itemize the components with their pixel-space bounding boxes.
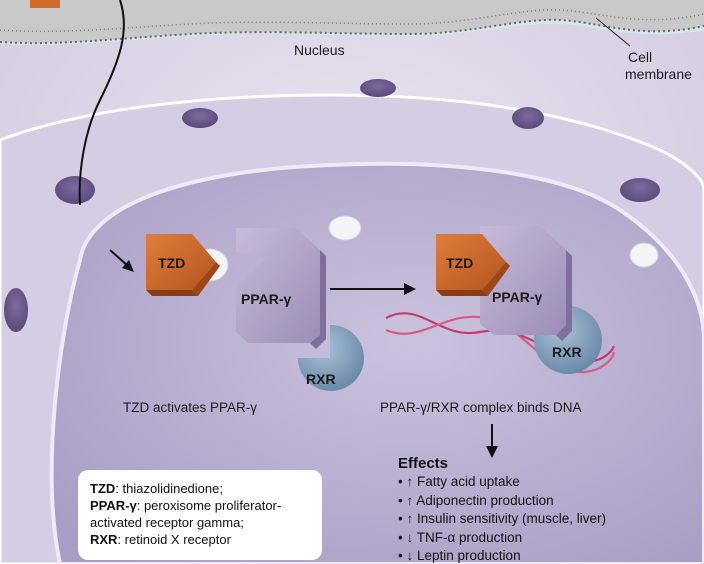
effect-text: Leptin production: [417, 548, 521, 563]
nuclear-pore: [4, 288, 28, 332]
effect-text: Insulin sensitivity (muscle, liver): [417, 511, 607, 526]
membrane-label-line1: Cell: [628, 49, 652, 65]
ppar-block-right: [480, 226, 572, 341]
membrane-leader-line: [595, 17, 631, 47]
effect-item: • ↑ Adiponectin production: [398, 492, 554, 508]
rxr-label-right: RXR: [552, 344, 582, 360]
effect-item: • ↓ Leptin production: [398, 548, 521, 563]
nuclear-pore: [512, 107, 544, 129]
entry-arrow: [109, 249, 129, 267]
entry-arrowhead: [122, 260, 134, 272]
rxr-label-left: RXR: [306, 371, 336, 387]
legend-entry-rxr: RXR: retinoid X receptor: [90, 531, 310, 548]
legend-term: TZD: [90, 481, 116, 496]
nuclear-pore: [360, 79, 396, 97]
membrane-edge: [0, 18, 704, 45]
effect-item: • ↑ Insulin sensitivity (muscle, liver): [398, 511, 607, 526]
ppar-label-right: PPAR-γ: [492, 289, 543, 305]
legend-term: RXR: [90, 532, 118, 547]
legend-entry-tzd: TZD: thiazolidinedione;: [90, 480, 310, 497]
tzd-label-right: TZD: [446, 255, 473, 271]
legend-definition: : retinoid X receptor: [117, 532, 231, 547]
effects-list: • ↑ Fatty acid uptake • ↑ Adiponectin pr…: [398, 473, 698, 564]
signal-line: [78, 0, 125, 206]
effect-arrow-icon: ↑: [406, 511, 414, 526]
abbreviation-legend: TZD: thiazolidinedione; PPAR-γ: peroxiso…: [78, 470, 322, 560]
nuclear-pore: [620, 178, 660, 202]
caption-right: PPAR-γ/RXR complex binds DNA: [380, 400, 582, 415]
legend-definition: : peroxisome proliferator-activated rece…: [90, 498, 282, 530]
rxr-block-left: [298, 324, 365, 391]
legend-entry-ppar: PPAR-γ: peroxisome proliferator-activate…: [90, 497, 310, 531]
membrane-label-line2: membrane: [625, 66, 692, 82]
effect-item: • ↓ TNF-α production: [398, 529, 523, 545]
activation-arrowhead: [404, 283, 416, 295]
ppar-label-left: PPAR-γ: [241, 291, 292, 307]
legend-definition: : thiazolidinedione;: [115, 481, 223, 496]
tzd-fragment: [30, 0, 60, 8]
effect-arrow-icon: ↓: [406, 548, 414, 563]
effects-panel: Effects • ↑ Fatty acid uptake • ↑ Adipon…: [398, 455, 698, 564]
effect-item: • ↑ Fatty acid uptake: [398, 474, 520, 489]
tzd-block-right: [436, 234, 510, 296]
effects-arrowhead: [486, 446, 498, 458]
effect-text: Adiponectin production: [416, 492, 554, 508]
cell-membrane: [0, 0, 704, 44]
caption-left: TZD activates PPAR-γ: [123, 400, 257, 415]
effects-title: Effects: [398, 455, 449, 472]
tzd-label-left: TZD: [158, 255, 185, 271]
effect-text: TNF-α production: [416, 529, 523, 545]
effect-arrow-icon: ↑: [406, 492, 414, 508]
effect-text: Fatty acid uptake: [417, 474, 520, 489]
legend-term: PPAR-γ: [90, 498, 137, 513]
nuclear-pore: [182, 108, 218, 128]
effect-arrow-icon: ↓: [406, 529, 414, 545]
nuclear-pore: [55, 176, 95, 204]
effect-arrow-icon: ↑: [406, 474, 414, 489]
vesicle: [328, 215, 362, 241]
ppar-block-left: [236, 228, 326, 349]
tzd-block-left: [146, 234, 220, 296]
nucleus-label: Nucleus: [294, 42, 345, 58]
vesicle: [629, 242, 659, 268]
